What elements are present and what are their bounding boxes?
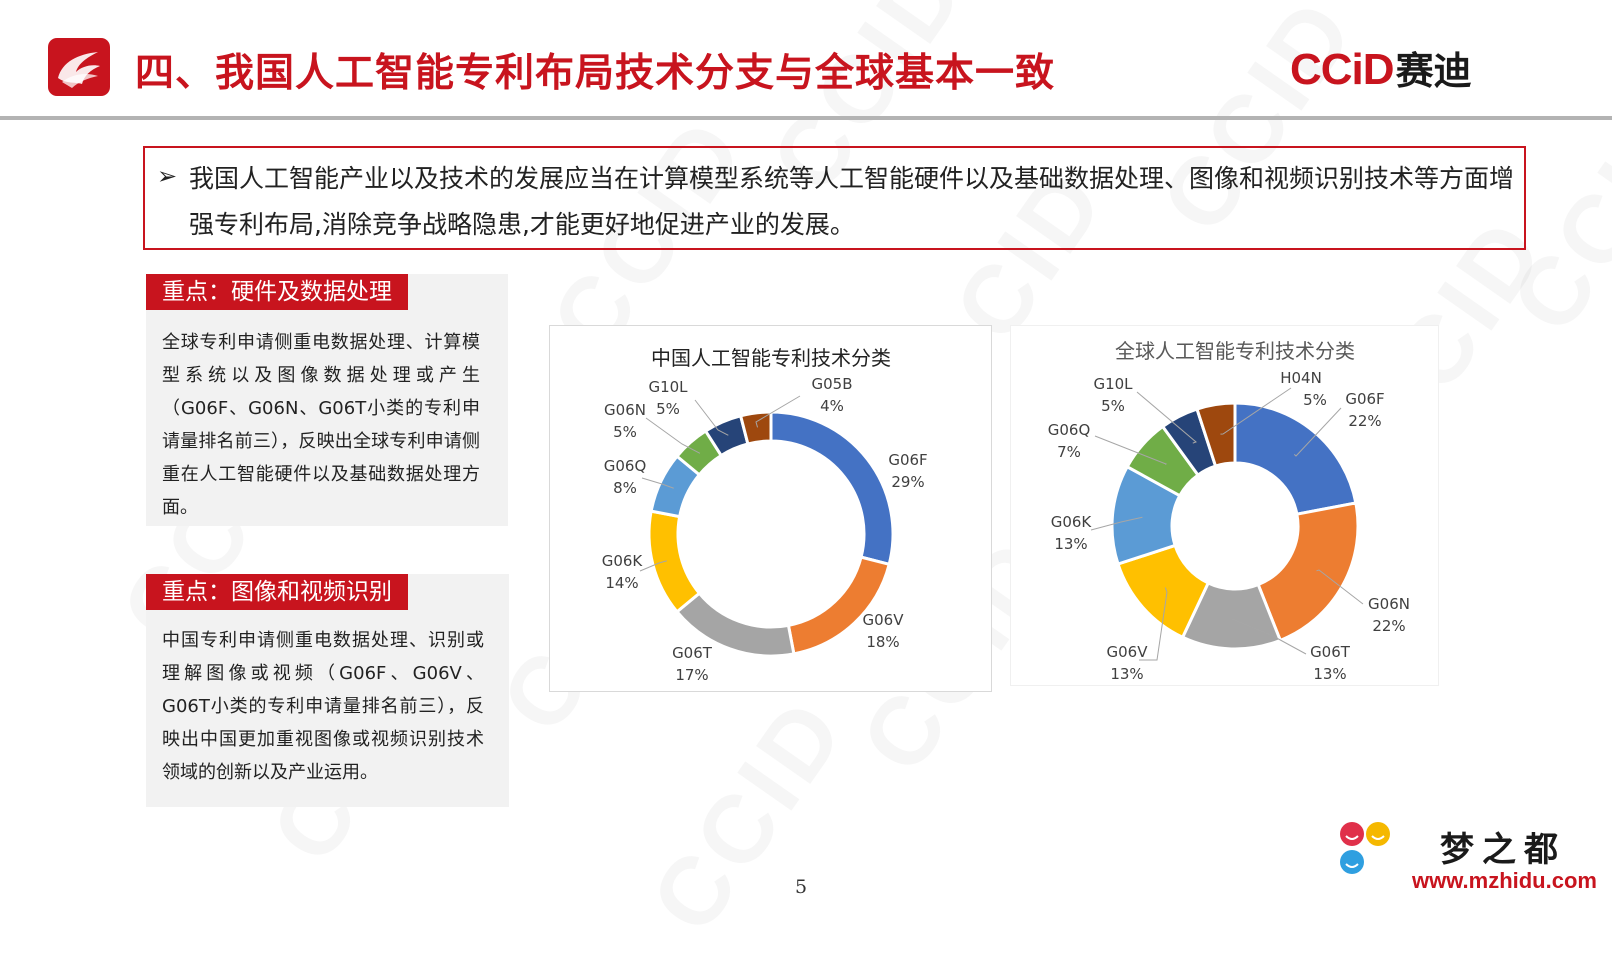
focus-text: 全球专利申请侧重电数据处理、计算模型系统以及图像数据处理或产生（G06F、G06… [162, 332, 480, 518]
focus-tag: 重点：硬件及数据处理 [146, 274, 408, 310]
arrow-bullet-icon: ➢ [157, 162, 178, 190]
leader-line [1136, 391, 1197, 444]
leader-line [1293, 407, 1342, 457]
leader-line [645, 417, 701, 454]
percent-label: 5% [1101, 397, 1125, 415]
chart-title: 中国人工智能专利技术分类 [651, 346, 891, 370]
category-label: G06V [1107, 643, 1149, 661]
focus-panel-image-video: 重点：图像和视频识别 中国专利申请侧重电数据处理、识别或理解图像或视频（G06F… [146, 574, 509, 807]
summary-box: ➢ 我国人工智能产业以及技术的发展应当在计算模型系统等人工智能硬件以及基础数据处… [143, 146, 1526, 250]
donut-slice-g06n [1256, 501, 1360, 643]
category-label: G05B [811, 375, 852, 393]
percent-label: 5% [1303, 391, 1327, 409]
category-label: G06K [1051, 513, 1093, 531]
brand-latin: CCiD [1290, 45, 1395, 94]
percent-label: 22% [1348, 412, 1381, 430]
leader-line [694, 399, 729, 436]
china-chart-frame: 中国人工智能专利技术分类 G06F 29% G06V 18% G06T 17% G06K 14%… [549, 325, 992, 692]
category-label: G06T [672, 644, 713, 662]
percent-label: 18% [866, 633, 899, 651]
category-label: H04N [1280, 369, 1322, 387]
category-label: G06N [1368, 595, 1410, 613]
leader-line [1139, 587, 1168, 661]
global-chart-frame: 全球人工智能专利技术分类 G06F 22% G06N 22% G06T 13% G06V 13%… [1010, 325, 1439, 686]
ccid-flame-logo-icon [48, 38, 110, 96]
leader-line [1090, 516, 1143, 531]
brand-cn: 赛迪 [1395, 49, 1472, 93]
smiley-faces-icon [1340, 822, 1390, 874]
page-number: 5 [795, 876, 808, 898]
category-label: G06V [863, 611, 905, 629]
leader-line [755, 395, 801, 428]
leader-line [1231, 618, 1307, 655]
leader-line [639, 560, 668, 572]
china-donut-chart: 中国人工智能专利技术分类 G06F 29% G06V 18% G06T 17% G06K 14%… [602, 346, 928, 684]
percent-label: 22% [1372, 617, 1405, 635]
site-url[interactable]: www.mzhidu.com [1412, 868, 1597, 893]
category-label: G06F [1345, 390, 1384, 408]
category-label: G06N [604, 401, 646, 419]
donut-slice-g06k [647, 509, 702, 614]
percent-label: 13% [1110, 665, 1143, 683]
percent-label: 14% [605, 574, 638, 592]
percent-label: 17% [675, 666, 708, 684]
percent-label: 4% [820, 397, 844, 415]
focus-text: 中国专利申请侧重电数据处理、识别或理解图像或视频（G06F、G06V、G06T小… [162, 630, 484, 783]
leader-line [1316, 569, 1364, 605]
donut-slice-g05b [738, 410, 773, 446]
percent-label: 13% [1054, 535, 1087, 553]
category-label: G06Q [604, 457, 647, 475]
page-title: 四、我国人工智能专利布局技术分支与全球基本一致 [135, 51, 1056, 96]
category-label: G06F [888, 451, 927, 469]
leader-line [641, 477, 674, 489]
percent-label: 5% [656, 400, 680, 418]
percent-label: 8% [613, 479, 637, 497]
category-label: G06Q [1048, 421, 1091, 439]
category-label: G10L [648, 378, 688, 396]
category-label: G06T [1310, 643, 1351, 661]
category-label: G06K [602, 552, 644, 570]
percent-label: 5% [613, 423, 637, 441]
category-label: G10L [1093, 375, 1133, 393]
donut-slice-h04n [1195, 401, 1237, 468]
global-donut-chart: 全球人工智能专利技术分类 G06F 22% G06N 22% G06T 13% G06V 13%… [1048, 339, 1410, 683]
leader-line [1094, 435, 1168, 465]
chart-title: 全球人工智能专利技术分类 [1115, 339, 1355, 363]
percent-label: 13% [1313, 665, 1346, 683]
percent-label: 7% [1057, 443, 1081, 461]
brand-logo: CCiD赛迪 [1290, 40, 1472, 95]
summary-text: 我国人工智能产业以及技术的发展应当在计算模型系统等人工智能硬件以及基础数据处理、… [189, 164, 1515, 239]
donut-slice-g06f [769, 410, 895, 567]
donut-slice-g06f [1233, 401, 1358, 516]
focus-panel-hardware: 重点：硬件及数据处理 全球专利申请侧重电数据处理、计算模型系统以及图像数据处理或… [146, 274, 508, 526]
percent-label: 29% [891, 473, 924, 491]
watermark: CCID [630, 678, 867, 952]
header-divider [0, 116, 1612, 120]
focus-tag: 重点：图像和视频识别 [146, 574, 408, 610]
leader-line [1220, 387, 1292, 435]
site-name: 梦之都 [1440, 830, 1566, 870]
